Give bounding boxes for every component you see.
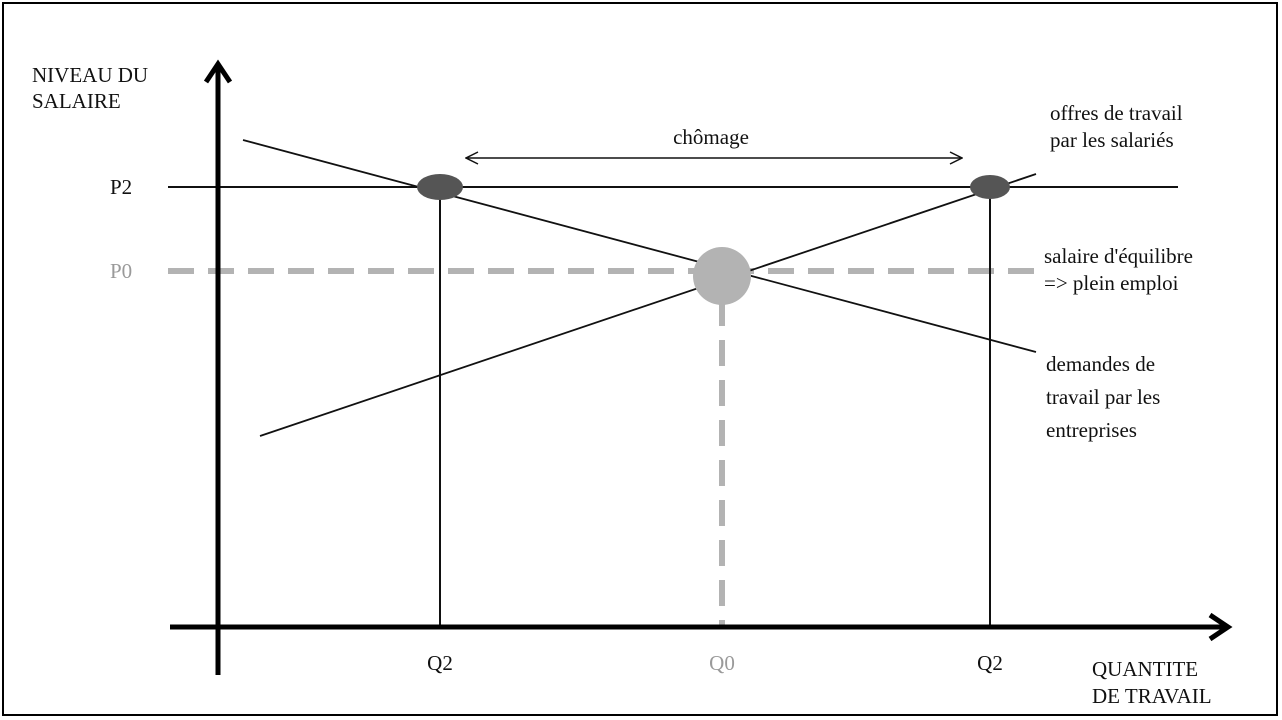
chomage-label: chômage (673, 125, 749, 149)
x-axis-arrowhead (1208, 612, 1233, 642)
supply-annotation-line2: par les salariés (1050, 128, 1174, 152)
q0-label: Q0 (709, 651, 735, 675)
demand-annotation-line3: entreprises (1046, 418, 1137, 442)
y-axis-label-line2: SALAIRE (32, 89, 121, 113)
equilibrium-annotation-line1: salaire d'équilibre (1044, 244, 1193, 268)
q2-left-label: Q2 (427, 651, 453, 675)
q2-right-label: Q2 (977, 651, 1003, 675)
demand-annotation-line2: travail par les (1046, 385, 1160, 409)
p2-label: P2 (110, 175, 132, 199)
x-axis-label-line1: QUANTITE (1092, 657, 1198, 681)
supply-annotation-line1: offres de travail (1050, 101, 1183, 125)
supply-curve (259, 173, 1037, 437)
equilibrium-point (693, 247, 751, 305)
y-axis-arrowhead (203, 59, 233, 84)
demand-annotation-line1: demandes de (1046, 352, 1155, 376)
equilibrium-annotation-line2: => plein emploi (1044, 271, 1179, 295)
y-axis-label-line1: NIVEAU DU (32, 63, 148, 87)
demand-curve (242, 139, 1037, 353)
p2-supply-point (970, 175, 1010, 199)
x-axis-label-line2: DE TRAVAIL (1092, 684, 1212, 708)
p0-label: P0 (110, 259, 132, 283)
p2-demand-point (417, 174, 463, 200)
